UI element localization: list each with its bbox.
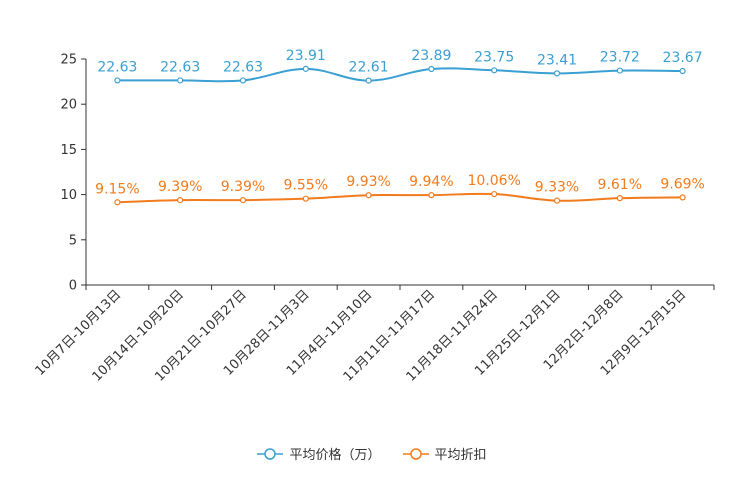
data-label-s0: 23.89 [411, 48, 451, 64]
series-line-1 [117, 192, 683, 204]
data-point-s1 [365, 192, 372, 199]
data-label-s1: 9.55% [284, 178, 328, 194]
legend-label-avg-discount: 平均折扣 [434, 448, 487, 463]
data-label-s0: 23.75 [474, 49, 514, 65]
data-point-s1 [428, 192, 435, 199]
legend-label-avg-price: 平均价格（万） [289, 448, 381, 463]
y-tick-label: 10 [60, 188, 77, 203]
data-label-s1: 9.39% [221, 179, 265, 195]
data-label-s0: 23.67 [663, 50, 703, 66]
data-point-s0 [616, 67, 623, 74]
y-tick-label: 0 [69, 279, 77, 294]
data-point-s1 [679, 194, 686, 201]
data-label-s0: 22.61 [349, 60, 389, 76]
data-point-s1 [616, 195, 623, 202]
data-point-s0 [553, 70, 561, 77]
data-point-s1 [239, 197, 247, 204]
y-tick-label: 15 [60, 143, 77, 158]
data-point-s1 [302, 195, 309, 202]
data-label-s1: 9.33% [535, 180, 579, 196]
data-label-s1: 9.39% [158, 179, 202, 195]
data-point-s1 [114, 199, 121, 206]
data-point-s0 [239, 77, 247, 84]
legend-item-avg-discount[interactable]: 平均折扣 [402, 444, 487, 463]
data-label-s0: 23.72 [600, 50, 640, 66]
series-line-0 [117, 67, 683, 83]
data-label-s0: 22.63 [97, 59, 137, 75]
data-point-s1 [491, 190, 498, 198]
data-label-s1: 9.93% [346, 174, 390, 190]
legend-circle-0 [264, 447, 277, 460]
y-tick-label: 20 [60, 98, 77, 113]
data-label-s1: 10.06% [468, 173, 521, 189]
data-point-s0 [302, 65, 309, 72]
legend-item-avg-price[interactable]: 平均价格（万） [257, 444, 381, 463]
data-point-s0 [679, 67, 686, 75]
data-label-s0: 23.91 [286, 48, 326, 64]
data-point-s0 [428, 65, 435, 73]
data-label-s0: 22.63 [160, 59, 200, 75]
data-point-s0 [114, 77, 121, 84]
y-tick-label: 25 [60, 53, 77, 68]
data-label-s0: 22.63 [223, 59, 263, 75]
data-label-s1: 9.94% [409, 174, 453, 190]
data-point-s0 [365, 77, 372, 84]
data-label-s1: 9.61% [598, 177, 642, 193]
data-point-s1 [553, 197, 561, 204]
data-label-s0: 23.41 [537, 52, 577, 68]
y-tick-label: 5 [69, 233, 77, 248]
chart-legend: 平均价格（万） 平均折扣 [0, 444, 744, 463]
data-point-s1 [177, 197, 184, 204]
legend-circle-1 [409, 447, 422, 460]
data-point-s0 [491, 67, 498, 74]
data-point-s0 [177, 77, 184, 84]
legend-swatch-avg-price-icon [257, 447, 284, 460]
legend-swatch-avg-discount-icon [402, 447, 429, 460]
line-chart: 051015202510月7日-10月13日10月14日-10月20日10月21… [33, 48, 715, 385]
data-label-s1: 9.15% [95, 181, 139, 197]
data-label-s1: 9.69% [660, 176, 704, 192]
